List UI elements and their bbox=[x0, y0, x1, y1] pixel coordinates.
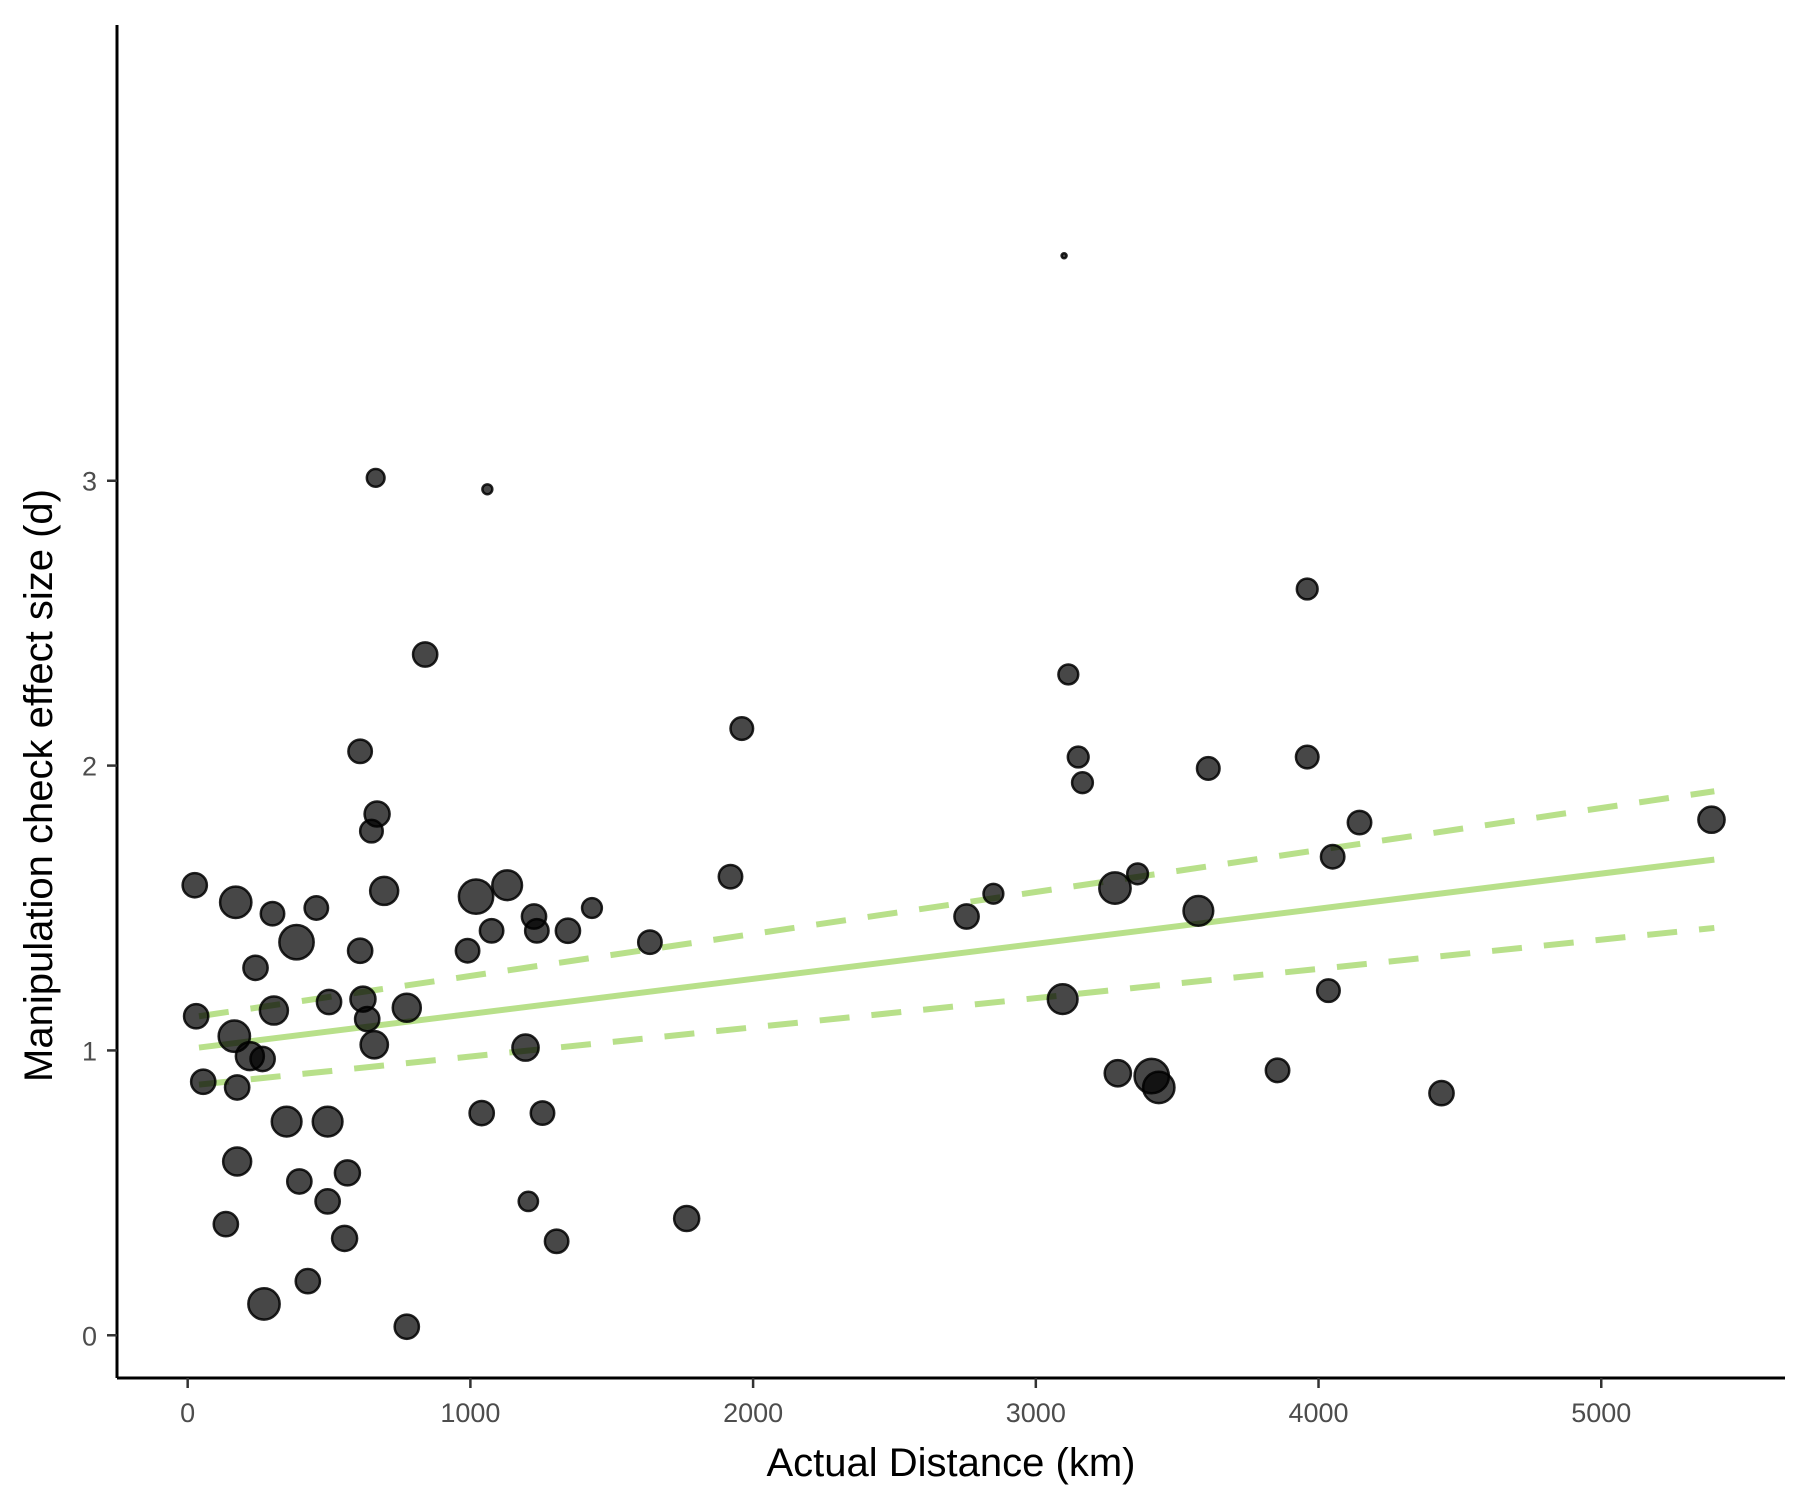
x-axis-ticks: 0 1000 2000 3000 4000 5000 bbox=[180, 1378, 1631, 1428]
regression-lines bbox=[198, 788, 1715, 1088]
x-tick-label: 5000 bbox=[1571, 1398, 1631, 1428]
data-point bbox=[1125, 862, 1150, 886]
data-point bbox=[1195, 755, 1221, 781]
data-point bbox=[481, 483, 494, 496]
data-point bbox=[1046, 983, 1079, 1016]
ci-upper-line bbox=[198, 788, 1715, 1020]
data-point bbox=[1315, 978, 1341, 1004]
data-point bbox=[1057, 663, 1080, 686]
x-tick-label: 3000 bbox=[1006, 1398, 1066, 1428]
data-point bbox=[278, 923, 315, 961]
data-point bbox=[982, 882, 1005, 905]
x-tick-label: 1000 bbox=[440, 1398, 500, 1428]
data-point bbox=[411, 641, 439, 668]
data-point bbox=[478, 917, 505, 944]
data-point bbox=[457, 878, 495, 916]
data-point bbox=[223, 1074, 251, 1101]
data-point bbox=[1294, 744, 1320, 770]
x-tick-label: 0 bbox=[180, 1398, 195, 1428]
data-point bbox=[346, 937, 374, 965]
y-axis-title: Manipulation check effect size (d) bbox=[17, 489, 61, 1082]
data-point bbox=[249, 1045, 276, 1073]
data-point bbox=[454, 937, 481, 964]
y-tick-label: 3 bbox=[82, 467, 97, 497]
data-points bbox=[181, 251, 1726, 1341]
data-point bbox=[953, 903, 980, 930]
ci-lower-line bbox=[198, 924, 1715, 1088]
axes bbox=[115, 25, 1785, 1380]
data-point bbox=[218, 885, 253, 920]
data-point bbox=[294, 1267, 322, 1295]
data-point bbox=[468, 1099, 496, 1127]
data-point bbox=[636, 929, 663, 956]
data-point bbox=[285, 1168, 313, 1195]
data-point bbox=[717, 863, 744, 890]
data-point bbox=[270, 1105, 303, 1138]
data-point bbox=[1070, 771, 1095, 795]
data-point bbox=[393, 1313, 421, 1341]
data-point bbox=[1346, 809, 1373, 836]
data-point bbox=[1141, 1070, 1176, 1105]
data-point bbox=[1319, 843, 1346, 870]
data-point bbox=[365, 467, 386, 489]
data-point bbox=[1182, 894, 1215, 927]
data-point bbox=[181, 871, 209, 899]
data-point bbox=[1060, 251, 1068, 260]
data-point bbox=[189, 1068, 217, 1096]
data-point bbox=[729, 716, 755, 742]
data-point bbox=[314, 1188, 341, 1215]
data-point bbox=[1103, 1058, 1133, 1088]
data-point bbox=[391, 992, 423, 1023]
data-point bbox=[672, 1204, 701, 1233]
data-point bbox=[315, 988, 343, 1016]
data-point bbox=[1066, 745, 1090, 769]
y-tick-label: 0 bbox=[82, 1321, 97, 1351]
data-point bbox=[258, 995, 290, 1026]
data-point bbox=[1098, 871, 1132, 905]
data-point bbox=[259, 900, 286, 927]
data-point bbox=[303, 895, 330, 921]
data-point bbox=[511, 1033, 540, 1062]
x-axis-title: Actual Distance (km) bbox=[767, 1441, 1136, 1485]
data-point bbox=[182, 1002, 210, 1030]
data-point bbox=[347, 738, 374, 765]
data-point bbox=[353, 1005, 381, 1033]
data-point bbox=[543, 1228, 570, 1255]
data-point bbox=[1428, 1079, 1455, 1107]
data-point bbox=[1264, 1057, 1291, 1084]
data-point bbox=[221, 1146, 253, 1177]
x-tick-label: 2000 bbox=[723, 1398, 783, 1428]
y-tick-label: 1 bbox=[82, 1036, 97, 1066]
data-point bbox=[359, 1029, 390, 1060]
data-point bbox=[1295, 577, 1319, 601]
data-point bbox=[523, 917, 550, 944]
y-tick-label: 2 bbox=[82, 752, 97, 782]
data-point bbox=[333, 1159, 362, 1187]
data-point bbox=[363, 800, 391, 828]
data-point bbox=[554, 917, 582, 945]
data-point bbox=[247, 1287, 281, 1321]
data-point bbox=[491, 869, 524, 902]
x-tick-label: 4000 bbox=[1288, 1398, 1348, 1428]
data-point bbox=[311, 1105, 344, 1138]
y-axis-ticks: 0 1 2 3 bbox=[82, 467, 117, 1351]
data-point bbox=[212, 1210, 240, 1238]
data-point bbox=[330, 1224, 359, 1253]
data-point bbox=[529, 1100, 556, 1127]
data-point bbox=[242, 954, 269, 982]
data-point bbox=[368, 875, 400, 907]
data-point bbox=[1697, 805, 1726, 835]
data-point bbox=[580, 896, 604, 920]
data-point bbox=[517, 1190, 540, 1213]
regression-line bbox=[198, 856, 1715, 1051]
